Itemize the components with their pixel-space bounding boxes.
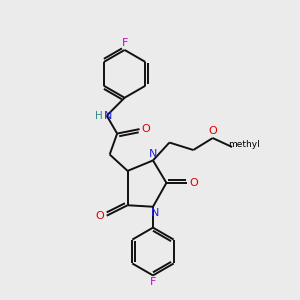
Text: O: O [208,127,217,136]
Text: N: N [104,111,112,121]
Text: O: O [96,211,104,221]
Text: methyl: methyl [228,140,260,148]
Text: N: N [149,149,157,160]
Text: F: F [122,38,128,48]
Text: O: O [190,178,198,188]
Text: O: O [142,124,151,134]
Text: N: N [151,208,159,218]
Text: H: H [95,111,103,121]
Text: F: F [150,277,156,287]
